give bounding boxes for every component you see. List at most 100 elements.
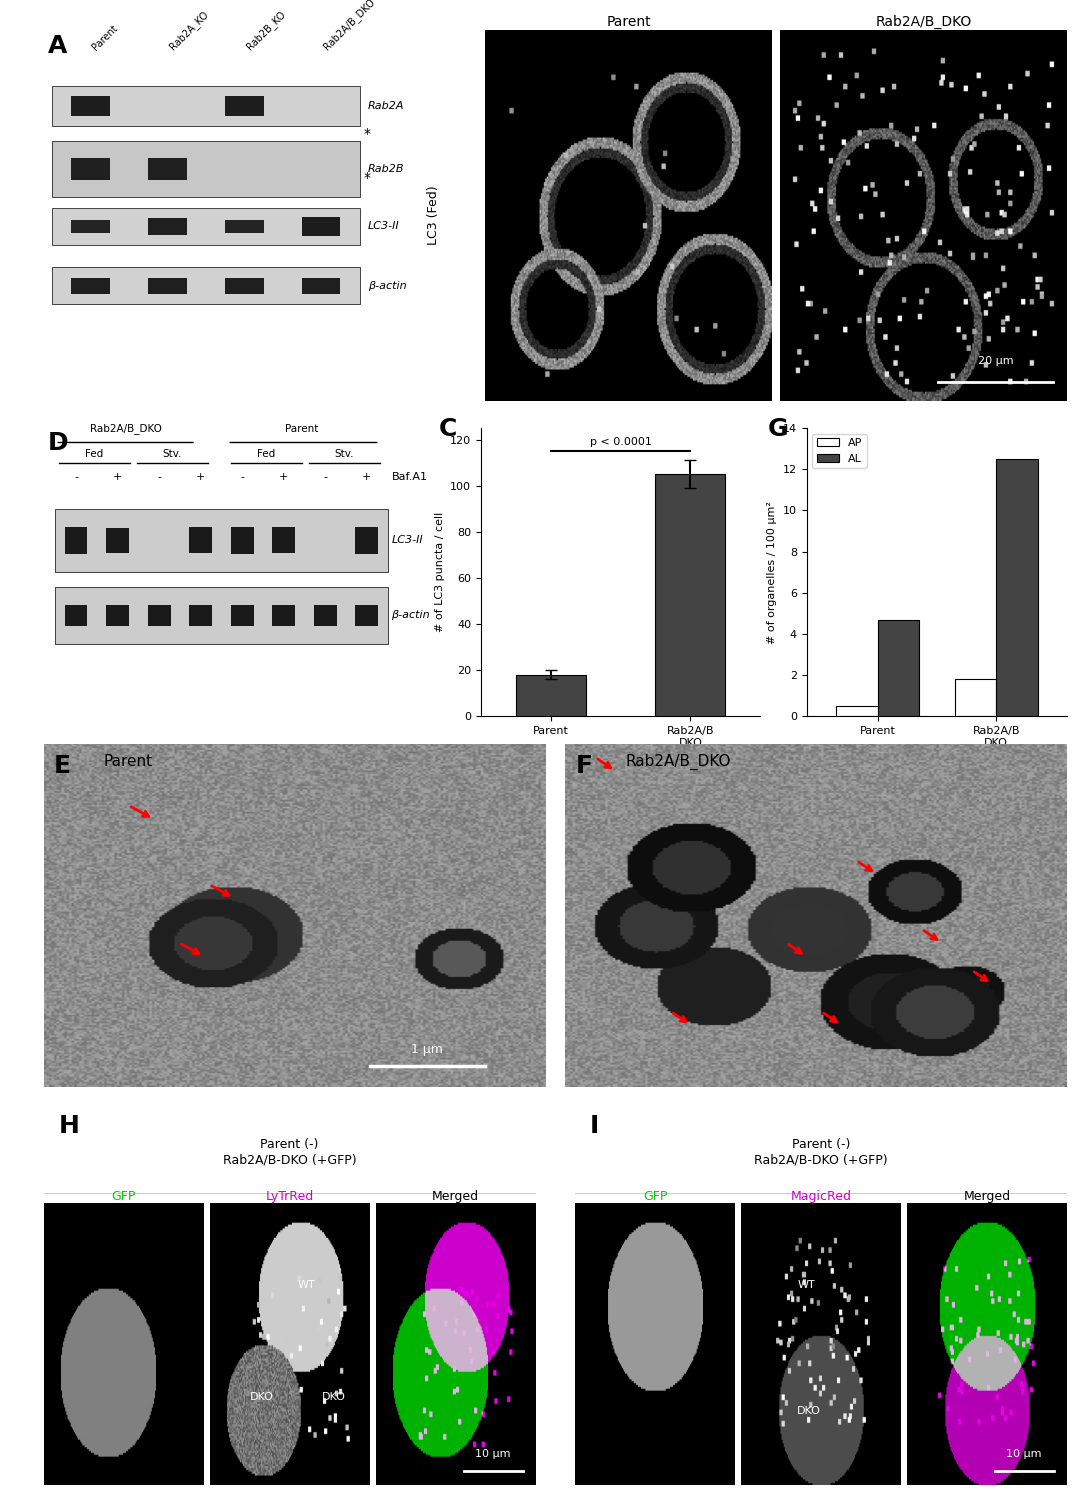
Text: β-actin: β-actin: [368, 280, 407, 291]
Text: -: -: [323, 472, 327, 482]
Text: WT: WT: [797, 1280, 815, 1290]
Text: Parent (-)
Rab2A/B-DKO (+GFP): Parent (-) Rab2A/B-DKO (+GFP): [223, 1138, 356, 1167]
Bar: [516, 675, 586, 717]
Text: A: A: [48, 33, 68, 57]
Y-axis label: # of organelles / 100 μm²: # of organelles / 100 μm²: [768, 501, 778, 644]
Text: WT: WT: [297, 1280, 316, 1290]
Text: p < 0.0001: p < 0.0001: [589, 436, 651, 447]
Text: Rab2B_KO: Rab2B_KO: [244, 9, 287, 53]
Text: Baf.A1: Baf.A1: [391, 472, 427, 482]
Text: DKO: DKO: [321, 1392, 345, 1402]
Text: 20 μm: 20 μm: [978, 356, 1014, 366]
Text: +: +: [196, 472, 206, 482]
Bar: [71, 278, 110, 294]
Text: 1 μm: 1 μm: [412, 1042, 443, 1056]
Text: E: E: [53, 754, 71, 778]
Bar: [148, 158, 186, 180]
Bar: [52, 86, 359, 126]
Text: Fed: Fed: [257, 448, 276, 459]
Text: Parent (-)
Rab2A/B-DKO (+GFP): Parent (-) Rab2A/B-DKO (+GFP): [755, 1138, 888, 1167]
Title: Rab2A/B_DKO: Rab2A/B_DKO: [876, 15, 972, 28]
Bar: [189, 606, 212, 625]
Text: -: -: [241, 472, 244, 482]
Title: MagicRed: MagicRed: [791, 1190, 852, 1203]
Bar: [71, 96, 110, 116]
Bar: [71, 158, 110, 180]
Text: -: -: [74, 472, 78, 482]
Bar: [56, 586, 388, 645]
Bar: [56, 509, 388, 572]
Bar: [302, 278, 341, 294]
Text: 10 μm: 10 μm: [475, 1449, 511, 1460]
Text: G: G: [768, 417, 788, 441]
Text: +: +: [362, 472, 371, 482]
Text: Fed: Fed: [85, 448, 103, 459]
Legend: AP, AL: AP, AL: [812, 433, 867, 468]
Bar: [225, 278, 264, 294]
Text: C: C: [439, 417, 457, 441]
Title: LyTrRed: LyTrRed: [266, 1190, 314, 1203]
Text: Stv.: Stv.: [334, 448, 354, 459]
Bar: [355, 606, 378, 625]
Text: *: *: [364, 128, 371, 141]
Bar: [272, 528, 295, 554]
Title: Merged: Merged: [964, 1190, 1011, 1203]
Title: GFP: GFP: [643, 1190, 668, 1203]
Bar: [71, 220, 110, 232]
Text: Rab2A/B_DKO: Rab2A/B_DKO: [89, 423, 161, 433]
Text: n = 30: n = 30: [488, 748, 525, 759]
Text: *: *: [364, 171, 371, 184]
Text: I: I: [590, 1114, 599, 1138]
Bar: [272, 606, 295, 625]
Bar: [106, 606, 129, 625]
Bar: [302, 217, 341, 236]
Bar: [314, 606, 337, 625]
Y-axis label: # of LC3 puncta / cell: # of LC3 puncta / cell: [435, 512, 444, 633]
Text: +: +: [113, 472, 122, 482]
Bar: [955, 680, 996, 717]
Bar: [52, 267, 359, 305]
Bar: [231, 606, 254, 625]
Text: B: B: [497, 33, 516, 57]
Text: β-actin: β-actin: [391, 610, 430, 621]
Title: Parent: Parent: [607, 15, 651, 28]
Bar: [52, 141, 359, 196]
Bar: [64, 526, 87, 554]
Bar: [189, 528, 212, 554]
Text: Parent: Parent: [90, 22, 120, 53]
Bar: [148, 606, 171, 625]
Title: GFP: GFP: [111, 1190, 136, 1203]
Text: LC3 (Fed): LC3 (Fed): [427, 186, 440, 244]
Bar: [148, 278, 186, 294]
Title: Merged: Merged: [432, 1190, 479, 1203]
Text: Rab2A_KO: Rab2A_KO: [168, 9, 210, 53]
Text: D: D: [48, 430, 69, 454]
Bar: [231, 526, 254, 554]
Text: DKO: DKO: [797, 1407, 821, 1416]
Text: LC3-II: LC3-II: [391, 536, 423, 546]
Bar: [656, 474, 725, 717]
Text: H: H: [59, 1114, 79, 1138]
Text: Rab2A/B_DKO: Rab2A/B_DKO: [626, 754, 731, 771]
Text: F: F: [575, 754, 592, 778]
Text: -: -: [157, 472, 161, 482]
Bar: [148, 219, 186, 234]
Bar: [106, 528, 129, 554]
Text: 10 μm: 10 μm: [1006, 1449, 1042, 1460]
Bar: [355, 526, 378, 555]
Text: Parent: Parent: [103, 754, 152, 770]
Text: n = 20: n = 20: [812, 753, 851, 764]
Bar: [64, 606, 87, 625]
Bar: [225, 220, 264, 232]
Text: Rab2B: Rab2B: [368, 164, 405, 174]
Text: Rab2A/B_DKO: Rab2A/B_DKO: [321, 0, 377, 53]
Text: DKO: DKO: [249, 1392, 273, 1402]
Text: Rab2A: Rab2A: [368, 100, 405, 111]
Bar: [52, 209, 359, 245]
Bar: [836, 706, 878, 717]
Bar: [996, 459, 1038, 717]
Bar: [225, 96, 264, 116]
Text: +: +: [279, 472, 289, 482]
Text: LC3-II: LC3-II: [368, 222, 400, 231]
Bar: [878, 620, 919, 717]
